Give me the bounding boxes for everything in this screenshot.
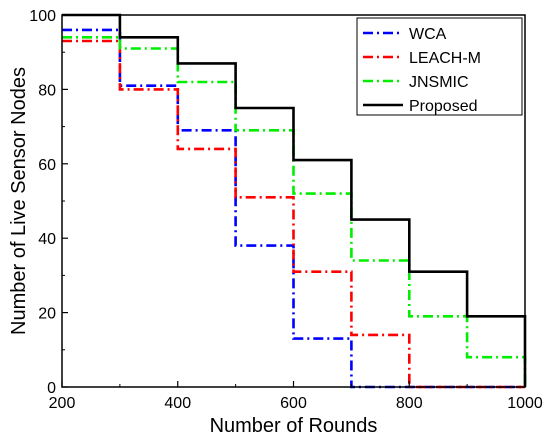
y-tick-label: 100 — [29, 8, 56, 25]
x-tick-label: 600 — [280, 395, 307, 412]
legend-label: WCA — [409, 26, 447, 43]
legend-label: JNSMIC — [409, 74, 469, 91]
series-line-leach-m — [62, 39, 525, 389]
series-line-jnsmic — [62, 36, 527, 387]
y-tick-label: 20 — [38, 306, 56, 323]
x-tick-label: 400 — [164, 395, 191, 412]
x-axis-title: Number of Rounds — [210, 415, 378, 437]
legend-label: Proposed — [409, 98, 478, 115]
y-tick-label: 0 — [47, 380, 56, 397]
y-tick-label: 40 — [38, 231, 56, 248]
y-axis-title: Number of Live Sensor Nodes — [8, 67, 30, 335]
series-line-proposed — [62, 13, 527, 387]
x-tick-label: 1000 — [507, 395, 543, 412]
x-tick-label: 200 — [49, 395, 76, 412]
y-tick-label: 80 — [38, 82, 56, 99]
tick-layer: 200 400 600 800 1000 0 20 40 60 80 100 — [29, 8, 543, 412]
y-tick-label: 60 — [38, 157, 56, 174]
legend: WCA LEACH-M JNSMIC Proposed — [356, 17, 523, 116]
legend-label: LEACH-M — [409, 50, 481, 67]
x-tick-label: 800 — [396, 395, 423, 412]
